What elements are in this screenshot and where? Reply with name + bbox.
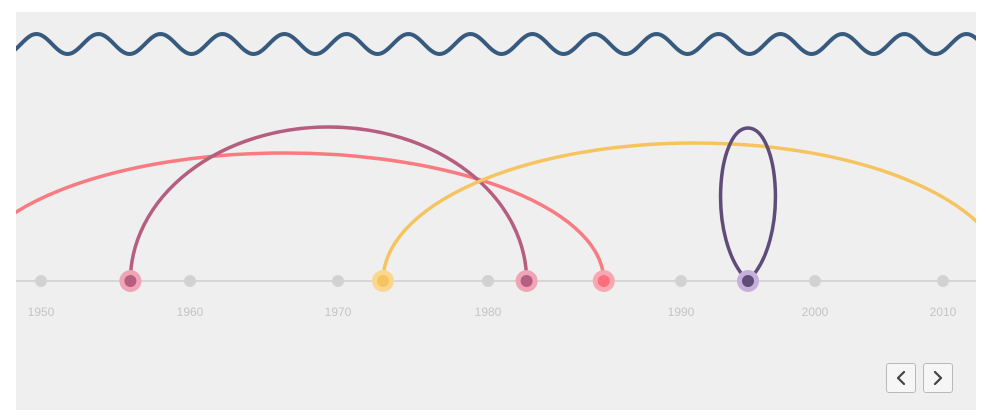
- chevron-right-icon: [933, 370, 943, 386]
- tick-label-1970: 1970: [325, 305, 352, 319]
- tick-label-2000: 2000: [802, 305, 829, 319]
- event-1995-dot: [742, 275, 754, 287]
- tick-label-1950: 1950: [28, 305, 55, 319]
- timeline-panel: 1950 1960 1970 1980 1990 2000 2010: [16, 12, 976, 410]
- event-1956-dot: [124, 275, 137, 287]
- tick-dot-1990: [675, 275, 687, 287]
- tick-dot-2000: [809, 275, 821, 287]
- tick-label-1980: 1980: [475, 305, 502, 319]
- tick-dot-1980: [482, 275, 494, 287]
- arc-coral: [16, 151, 606, 282]
- timeline-events: [119, 270, 759, 292]
- event-1956[interactable]: [119, 270, 142, 292]
- event-1986-dot: [597, 275, 610, 287]
- relation-arcs: [16, 125, 976, 283]
- tick-label-1960: 1960: [177, 305, 204, 319]
- event-1995[interactable]: [737, 270, 759, 292]
- timeline-canvas: 1950 1960 1970 1980 1990 2000 2010: [16, 32, 976, 319]
- tick-dot-1970: [332, 275, 344, 287]
- arc-purple-loop: [718, 126, 778, 283]
- event-1973-dot: [377, 275, 389, 287]
- arc-mauve: [128, 125, 529, 282]
- chevron-left-icon: [896, 370, 906, 386]
- next-button[interactable]: [923, 363, 953, 393]
- tick-dot-1950: [35, 275, 47, 287]
- event-1986[interactable]: [592, 270, 615, 292]
- arc-gold: [381, 141, 976, 282]
- tick-label-2010: 2010: [930, 305, 957, 319]
- event-1973[interactable]: [372, 270, 394, 292]
- tick-dot-1960: [184, 275, 196, 287]
- timeline-ticks: 1950 1960 1970 1980 1990 2000 2010: [28, 275, 957, 319]
- prev-button[interactable]: [886, 363, 916, 393]
- event-1982-dot: [520, 275, 533, 287]
- tick-dot-2010: [937, 275, 949, 287]
- wave-decoration: [16, 32, 976, 56]
- tick-label-1990: 1990: [668, 305, 695, 319]
- event-1982[interactable]: [515, 270, 538, 292]
